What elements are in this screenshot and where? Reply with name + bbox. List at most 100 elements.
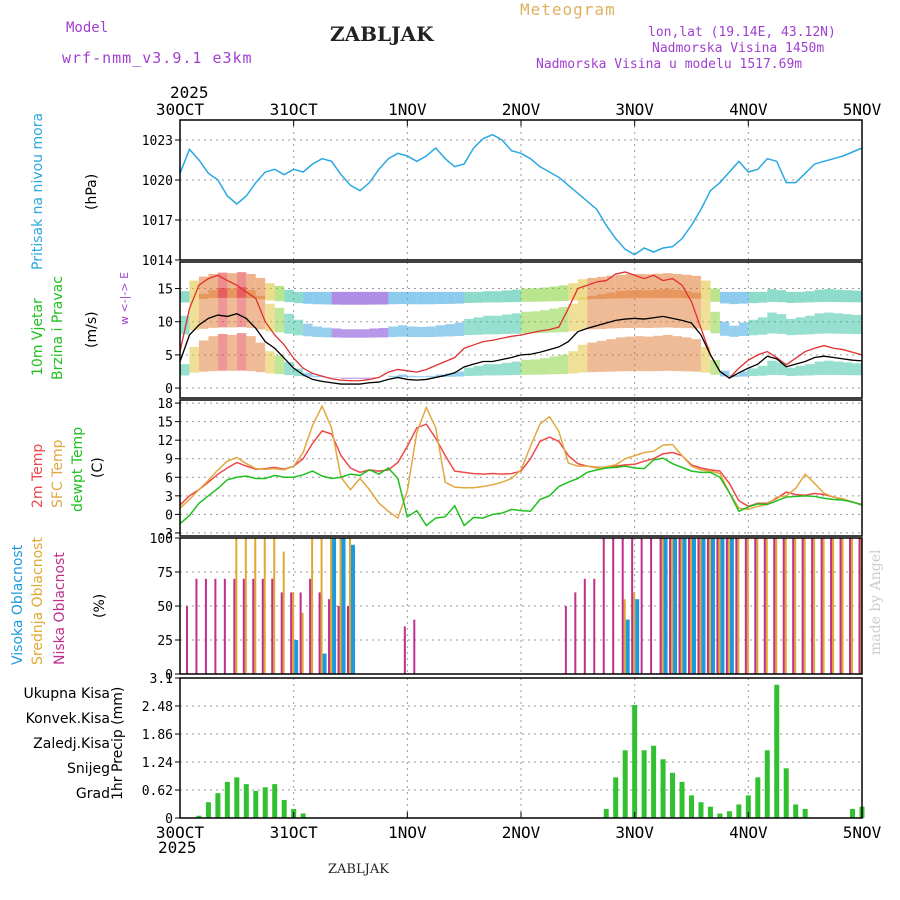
precip-bar	[651, 745, 657, 818]
wind-band-middle	[577, 297, 588, 330]
precip-bar	[641, 750, 647, 818]
wind-band-upper	[719, 291, 730, 304]
wind-band-upper	[596, 276, 607, 299]
cloud-bar	[625, 619, 630, 674]
wind-band-lower	[653, 335, 664, 372]
cloud-bar	[583, 578, 586, 674]
wind-band-middle	[274, 307, 285, 333]
wind-band-upper	[407, 291, 417, 305]
precip-bar	[707, 806, 713, 818]
cloud-bar	[725, 538, 728, 674]
cloud-bar	[708, 538, 711, 674]
cloud-bar	[718, 538, 721, 674]
time-label-bottom: 30OCT	[156, 823, 205, 842]
wind-band-lower	[180, 364, 190, 376]
precip-bar	[689, 795, 694, 818]
wind-band-upper	[511, 289, 521, 303]
wind-band-middle	[814, 313, 825, 334]
wind-band-upper	[331, 291, 342, 305]
cloud-bar	[292, 592, 295, 674]
wind-band-lower	[833, 361, 844, 376]
wind-band-lower	[255, 342, 266, 373]
axis-labels: 10231020101710141510501815129630-3100755…	[142, 100, 882, 842]
cloud-bar	[254, 538, 257, 674]
wind-band-middle	[587, 295, 597, 330]
wind-band-middle	[369, 328, 379, 338]
wind-band-upper	[341, 291, 351, 305]
wind-band-lower	[814, 361, 825, 376]
wind-band-upper	[483, 291, 493, 303]
wind-speed-line	[179, 313, 863, 385]
wind-band-lower	[738, 371, 749, 377]
wind-band-middle	[511, 313, 521, 334]
cloud-bar	[631, 538, 634, 674]
wind-band-lower	[464, 367, 474, 376]
wind-band-middle	[700, 299, 711, 331]
y-tick-label: 75	[157, 566, 173, 581]
cloud-bar	[735, 538, 738, 674]
cloud-bar	[650, 538, 653, 674]
precip-bar	[262, 787, 268, 818]
y-tick-label: 1014	[142, 254, 173, 269]
time-label-top: 30OCT	[156, 100, 205, 119]
wind-band-upper	[814, 289, 825, 303]
panel-frame	[179, 537, 863, 675]
wind-band-middle	[464, 318, 474, 336]
wind-band-lower	[483, 364, 493, 376]
wind-band-middle	[189, 299, 199, 331]
wind-band-lower	[786, 367, 796, 376]
wind-band-middle	[217, 287, 228, 328]
wind-band-middle	[615, 291, 626, 329]
wind-band-lower	[852, 363, 862, 376]
wind-band-middle	[208, 289, 218, 328]
cloud-bars	[185, 538, 863, 674]
wind-band-middle	[549, 308, 559, 333]
wind-band-upper	[824, 289, 834, 302]
cloud-bar	[690, 538, 692, 674]
wind-band-middle	[663, 288, 673, 328]
wind-band-middle	[359, 329, 370, 338]
cloud-bar	[347, 606, 349, 674]
wind-band-middle	[729, 325, 739, 337]
wind-band-lower	[577, 344, 588, 373]
cloud-bar	[602, 538, 605, 674]
time-label-top: 3NOV	[615, 100, 654, 119]
wind-band-upper	[350, 291, 360, 305]
wind-band-middle	[246, 289, 256, 328]
wind-band-upper	[435, 291, 446, 305]
meteogram-label: Meteogram	[520, 0, 616, 19]
y-tick-label: 18	[157, 397, 173, 412]
cloud-bar	[813, 538, 816, 674]
cloud-bar	[678, 538, 681, 674]
wind-band-middle	[378, 328, 389, 338]
time-label-top: 5NOV	[843, 100, 882, 119]
lonlat-label: lon,lat (19.14E, 43.12N)	[648, 25, 836, 40]
wind-band-upper	[852, 290, 862, 303]
wind-band-upper	[369, 291, 379, 305]
cloud-bar	[746, 538, 749, 674]
wind-band-middle	[265, 303, 275, 332]
precip-bar	[717, 813, 723, 818]
cloud-bar	[765, 538, 768, 674]
cloud-bar	[851, 538, 854, 674]
wind-band-middle	[293, 319, 304, 336]
cloud-bar	[801, 538, 804, 674]
wind-band-middle	[634, 289, 645, 328]
model-label: Model	[66, 20, 109, 36]
wind-band-lower	[208, 336, 218, 372]
wind-band-upper	[255, 277, 266, 300]
cloud-bar	[280, 592, 283, 674]
wind-band-middle	[322, 327, 332, 338]
wind-band-middle	[625, 290, 635, 328]
y-tick-label: 0	[165, 668, 173, 683]
cloud-bar	[223, 578, 226, 674]
cloud-bar	[195, 578, 198, 674]
wind-band-middle	[473, 317, 484, 335]
y-tick-label: 1.24	[142, 756, 173, 771]
cloud-bar	[337, 606, 340, 674]
precip-bar	[253, 790, 259, 818]
wind-band-lower	[625, 336, 635, 372]
wind-band-middle	[303, 323, 313, 337]
wind-band-upper	[738, 291, 749, 304]
